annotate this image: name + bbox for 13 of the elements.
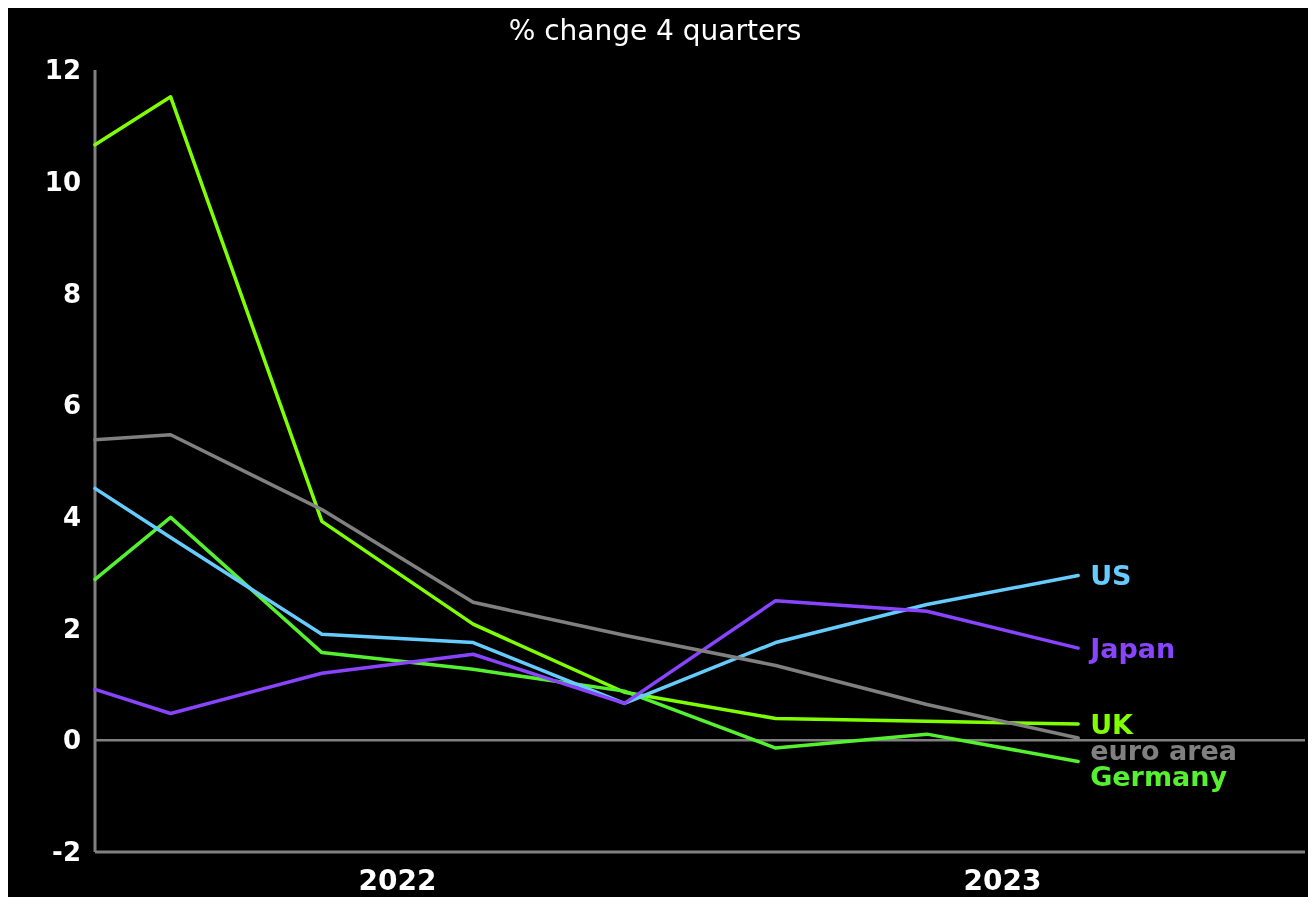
y-tick-label: 10 (44, 166, 81, 197)
chart-title: % change 4 quarters (508, 14, 802, 47)
series-label: US (1090, 559, 1132, 591)
series-label: Japan (1088, 632, 1176, 664)
y-tick-label: 4 (62, 501, 81, 532)
y-tick-label: 0 (62, 725, 81, 756)
x-tick-label: 2022 (358, 864, 437, 897)
x-tick-label: 2023 (963, 864, 1042, 897)
y-tick-label: -2 (52, 837, 81, 868)
y-tick-label: 12 (44, 55, 81, 86)
y-tick-label: 2 (62, 613, 81, 644)
y-tick-label: 6 (62, 390, 81, 421)
y-tick-label: 8 (62, 278, 81, 309)
